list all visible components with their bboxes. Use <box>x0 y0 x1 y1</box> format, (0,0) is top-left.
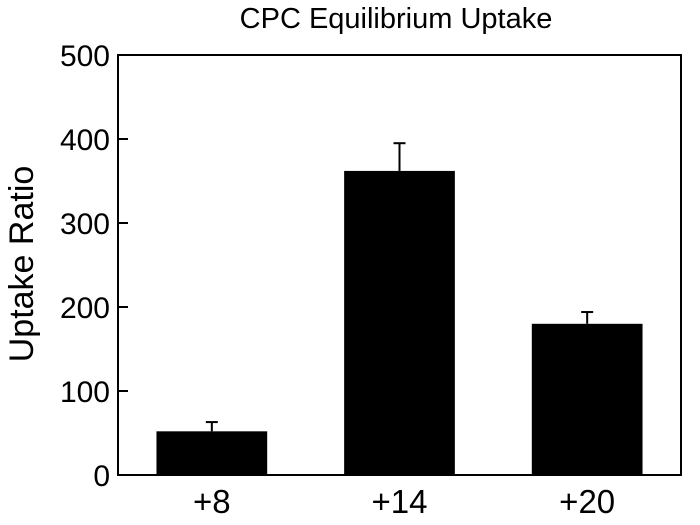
x-tick-label: +20 <box>559 483 615 520</box>
y-axis-label: Uptake Ratio <box>3 166 41 363</box>
y-tick-label: 100 <box>60 376 110 409</box>
y-tick-label: 400 <box>60 124 110 157</box>
x-tick-label: +8 <box>193 483 231 520</box>
chart-title: CPC Equilibrium Uptake <box>240 3 553 35</box>
bar <box>531 323 643 475</box>
plot-frame <box>117 54 682 476</box>
y-tick-label: 0 <box>93 460 110 493</box>
y-tick-label: 500 <box>60 40 110 73</box>
chart-marks: 0 100 200 300 400 500 +8 +14 +20 <box>60 40 643 520</box>
x-tick-label: +14 <box>372 483 428 520</box>
y-tick-label: 300 <box>60 208 110 241</box>
y-tick-label: 200 <box>60 292 110 325</box>
bar <box>344 170 455 476</box>
